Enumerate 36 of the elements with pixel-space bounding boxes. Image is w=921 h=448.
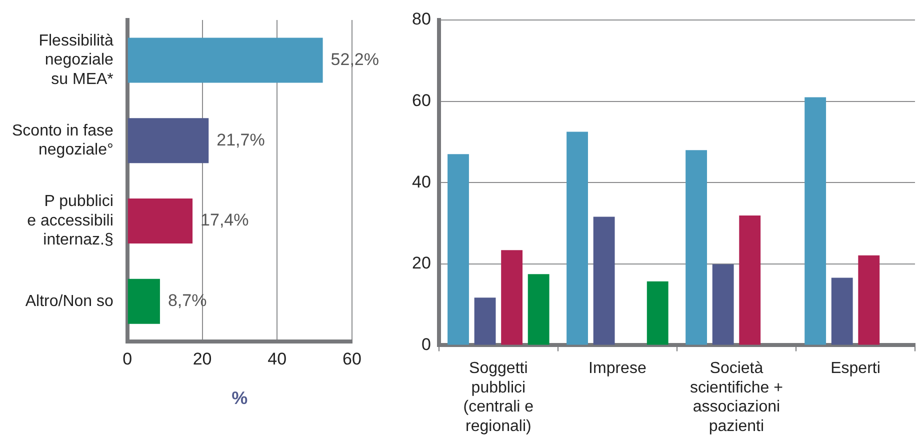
x-tick-label: 0 [122, 349, 132, 368]
bar [448, 154, 469, 345]
bar [739, 216, 761, 345]
bar [831, 278, 853, 345]
bar [566, 132, 588, 345]
bar [804, 97, 826, 345]
bar [474, 298, 496, 345]
y-tick-label: 40 [412, 172, 431, 192]
y-tick-label: Sconto in fase negoziale° [12, 122, 114, 159]
bar [858, 255, 880, 345]
x-tick-label: Esperti [830, 360, 880, 378]
y-tick-label: 0 [421, 334, 431, 354]
x-tick-label: Imprese [588, 360, 646, 378]
x-tick-label: 20 [192, 349, 212, 368]
bar [712, 264, 734, 345]
y-tick-label: Flessibilità negoziale su MEA* [38, 32, 114, 88]
x-axis-title: % [230, 388, 249, 409]
y-tick-label: P pubblici e accessibili internaz.§ [27, 193, 114, 249]
bar [686, 150, 708, 345]
x-tick-label: 40 [268, 349, 287, 368]
bar [528, 274, 550, 345]
bar [646, 281, 668, 345]
y-tick-label: 80 [412, 10, 431, 29]
x-tick-label: 60 [342, 349, 362, 368]
x-tick-label: Soggetti pubblici (centrali e regionali) [463, 360, 534, 435]
y-tick-label: Altro/Non so [25, 292, 114, 310]
data-label: 21,7% [216, 130, 265, 150]
y-tick-label: 20 [412, 254, 431, 273]
bar [128, 118, 209, 164]
bar [128, 38, 323, 83]
x-tick-label: Società scientifiche + associazioni pazienti [690, 360, 783, 435]
bar [128, 198, 193, 244]
y-tick-label: 60 [412, 90, 431, 110]
bar [128, 278, 160, 324]
bar [593, 216, 615, 345]
bar [501, 250, 523, 345]
